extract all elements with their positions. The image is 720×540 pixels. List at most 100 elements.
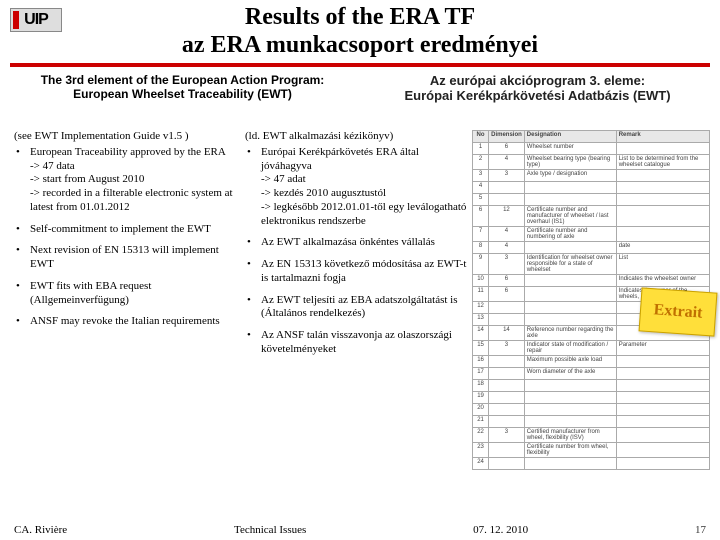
table-cell bbox=[524, 275, 616, 287]
table-cell: 6 bbox=[489, 287, 525, 302]
list-item: European Traceability approved by the ER… bbox=[14, 146, 237, 215]
table-cell bbox=[616, 458, 709, 470]
table-cell bbox=[616, 356, 709, 368]
table-cell: 6 bbox=[489, 275, 525, 287]
table-cell: 12 bbox=[473, 302, 489, 314]
table-cell: 3 bbox=[489, 170, 525, 182]
table-cell: 12 bbox=[489, 206, 525, 227]
sub-right-line2: Európai Kerékpárkövetési Adatbázis (EWT) bbox=[404, 88, 670, 103]
table-row: 20 bbox=[473, 404, 710, 416]
table-cell: 7 bbox=[473, 227, 489, 242]
table-cell: Axle type / designation bbox=[524, 170, 616, 182]
table-cell bbox=[489, 380, 525, 392]
table-cell: 3 bbox=[489, 254, 525, 275]
table-row: 18 bbox=[473, 380, 710, 392]
table-cell: Wheelset bearing type (bearing type) bbox=[524, 155, 616, 170]
table-cell: 5 bbox=[473, 194, 489, 206]
table-row: 5 bbox=[473, 194, 710, 206]
table-cell bbox=[616, 143, 709, 155]
table-cell bbox=[489, 416, 525, 428]
sub-right-line1: Az európai akcióprogram 3. eleme: bbox=[430, 73, 645, 88]
table-cell: Indicator state of modification / repair bbox=[524, 341, 616, 356]
table-cell: 1 bbox=[473, 143, 489, 155]
table-header: Designation bbox=[524, 131, 616, 143]
table-cell: Certificate number from wheel, flexibili… bbox=[524, 443, 616, 458]
list-item: Az EN 15313 következő módosítása az EWT-… bbox=[245, 258, 468, 286]
subtitle-hungarian: Az európai akcióprogram 3. eleme: Európa… bbox=[365, 73, 710, 103]
table-cell bbox=[524, 242, 616, 254]
table-row: 74Certificate number and numbering of ax… bbox=[473, 227, 710, 242]
slide-title: Results of the ERA TF az ERA munkacsopor… bbox=[0, 0, 720, 59]
table-cell bbox=[616, 428, 709, 443]
table-row: 33Axle type / designation bbox=[473, 170, 710, 182]
table-cell: 14 bbox=[473, 326, 489, 341]
table-cell bbox=[524, 380, 616, 392]
table-cell: List bbox=[616, 254, 709, 275]
footer: CA. Rivière Technical Issues 07. 12. 201… bbox=[14, 524, 706, 536]
col-en-list: European Traceability approved by the ER… bbox=[14, 146, 237, 329]
table-row: 612Certificate number and manufacturer o… bbox=[473, 206, 710, 227]
table-cell: 6 bbox=[489, 143, 525, 155]
table-cell: List to be determined from the wheelset … bbox=[616, 155, 709, 170]
table-cell: 24 bbox=[473, 458, 489, 470]
table-row: 24 bbox=[473, 458, 710, 470]
table-cell bbox=[616, 392, 709, 404]
table-cell bbox=[524, 302, 616, 314]
table-cell: Indicates the wheelset owner bbox=[616, 275, 709, 287]
table-cell: 2 bbox=[473, 155, 489, 170]
table-cell bbox=[616, 194, 709, 206]
footer-date: 07. 12. 2010 bbox=[473, 524, 528, 536]
list-item-sub: -> 47 adat bbox=[261, 173, 468, 187]
table-cell: Certified manufacturer from wheel, flexi… bbox=[524, 428, 616, 443]
table-cell: 3 bbox=[489, 428, 525, 443]
table-cell bbox=[489, 314, 525, 326]
table-cell bbox=[616, 368, 709, 380]
table-cell bbox=[616, 443, 709, 458]
list-item: Az EWT alkalmazása önkéntes vállalás bbox=[245, 236, 468, 250]
sub-left-line1: The 3rd element of the European Action P… bbox=[41, 73, 325, 87]
table-cell bbox=[489, 302, 525, 314]
table-row: 19 bbox=[473, 392, 710, 404]
table-cell: 18 bbox=[473, 380, 489, 392]
table-cell bbox=[524, 404, 616, 416]
table-cell: date bbox=[616, 242, 709, 254]
column-table: NoDimensionDesignationRemark 16Wheelset … bbox=[472, 130, 710, 514]
table-cell: Reference number regarding the axle bbox=[524, 326, 616, 341]
table-cell: 21 bbox=[473, 416, 489, 428]
table-cell: 4 bbox=[489, 242, 525, 254]
list-item: EWT fits with EBA request (Allgemeinverf… bbox=[14, 280, 237, 308]
list-item: ANSF may revoke the Italian requirements bbox=[14, 315, 237, 329]
footer-author: CA. Rivière bbox=[14, 524, 67, 536]
table-row: 106 Indicates the wheelset owner bbox=[473, 275, 710, 287]
table-row: 16Maximum possible axle load bbox=[473, 356, 710, 368]
table-cell: 4 bbox=[489, 155, 525, 170]
table-cell: 20 bbox=[473, 404, 489, 416]
table-cell: 15 bbox=[473, 341, 489, 356]
table-cell: 3 bbox=[489, 341, 525, 356]
table-cell bbox=[489, 194, 525, 206]
table-header: Remark bbox=[616, 131, 709, 143]
table-row: 223Certified manufacturer from wheel, fl… bbox=[473, 428, 710, 443]
table-cell: 3 bbox=[473, 170, 489, 182]
list-item: Európai Kerékpárkövetés ERA által jóváha… bbox=[245, 146, 468, 229]
table-row: 93Identification for wheelset owner resp… bbox=[473, 254, 710, 275]
table-cell bbox=[524, 458, 616, 470]
table-cell bbox=[616, 227, 709, 242]
table-cell bbox=[616, 206, 709, 227]
table-row: 4 bbox=[473, 182, 710, 194]
table-cell bbox=[524, 287, 616, 302]
table-cell: Wheelset number bbox=[524, 143, 616, 155]
col-hu-list: Európai Kerékpárkövetés ERA által jóváha… bbox=[245, 146, 468, 357]
list-item-sub: -> kezdés 2010 augusztustól bbox=[261, 187, 468, 201]
table-cell: 10 bbox=[473, 275, 489, 287]
table-cell: 16 bbox=[473, 356, 489, 368]
table-cell bbox=[524, 416, 616, 428]
title-line-1: Results of the ERA TF bbox=[245, 4, 475, 30]
content-area: (see EWT Implementation Guide v1.5 ) Eur… bbox=[10, 130, 710, 514]
table-cell bbox=[489, 404, 525, 416]
table-cell: Certificate number and manufacturer of w… bbox=[524, 206, 616, 227]
table-cell: 9 bbox=[473, 254, 489, 275]
table-row: 24Wheelset bearing type (bearing type)Li… bbox=[473, 155, 710, 170]
table-cell: 4 bbox=[473, 182, 489, 194]
table-cell bbox=[489, 368, 525, 380]
